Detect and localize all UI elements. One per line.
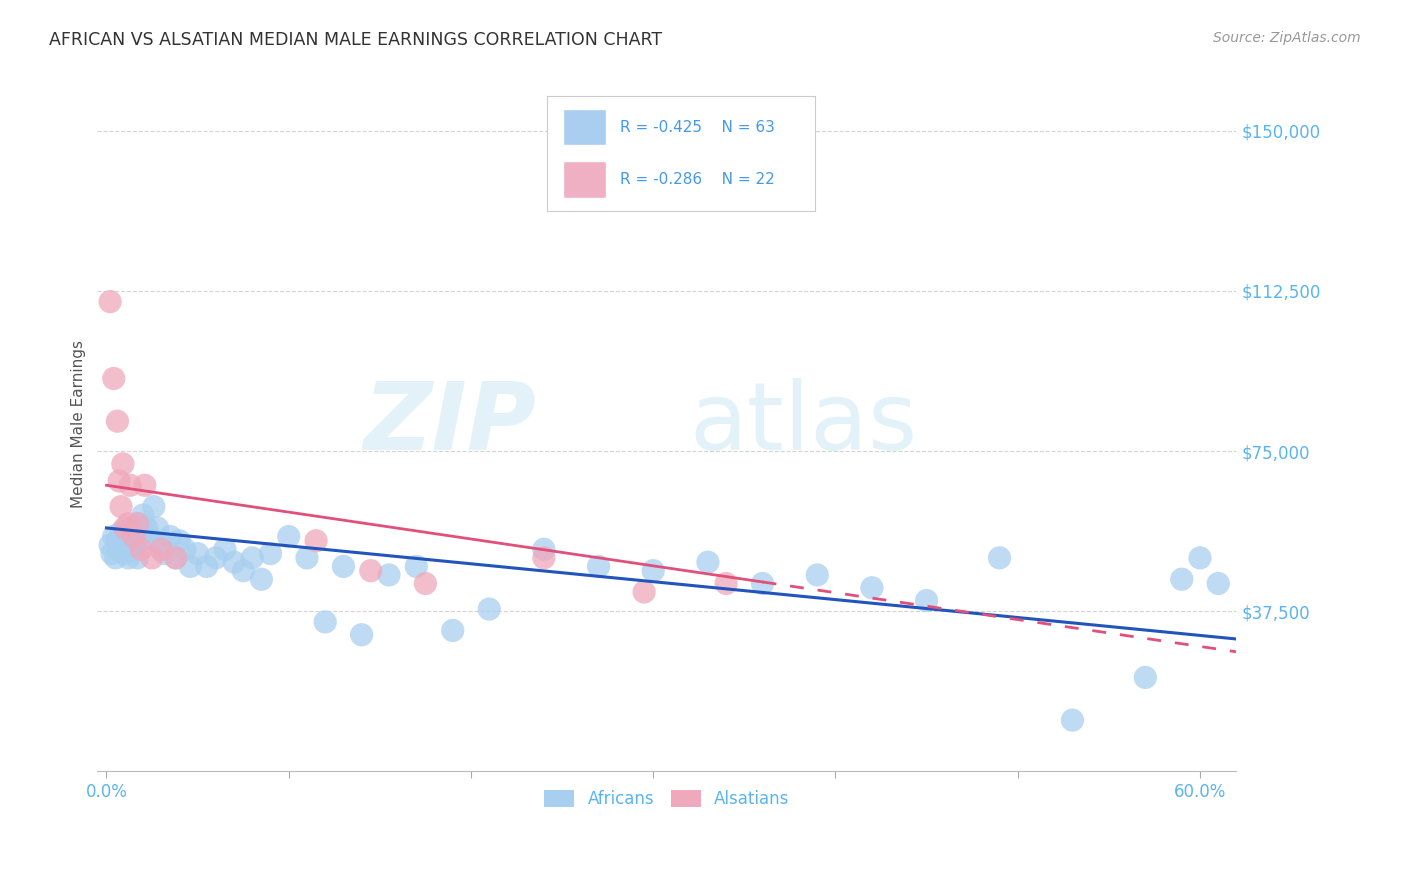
Point	[117, 516, 139, 531]
Point	[214, 542, 236, 557]
Point	[135, 521, 157, 535]
Point	[124, 538, 146, 552]
Point	[104, 550, 127, 565]
Point	[360, 564, 382, 578]
Point	[714, 576, 737, 591]
Point	[378, 568, 401, 582]
Point	[751, 576, 773, 591]
Point	[478, 602, 501, 616]
Point	[134, 525, 156, 540]
Point	[142, 500, 165, 514]
Point	[806, 568, 828, 582]
Point	[108, 474, 131, 488]
Point	[350, 628, 373, 642]
Point	[195, 559, 218, 574]
Point	[105, 414, 128, 428]
Point	[915, 593, 938, 607]
Point	[120, 478, 142, 492]
Point	[105, 533, 128, 548]
Point	[1188, 550, 1211, 565]
Point	[114, 547, 136, 561]
Point	[159, 529, 181, 543]
Point	[150, 542, 173, 557]
Point	[115, 533, 138, 548]
Point	[633, 585, 655, 599]
Point	[1171, 572, 1194, 586]
Point	[643, 564, 665, 578]
Point	[222, 555, 245, 569]
Point	[305, 533, 328, 548]
Point	[169, 533, 191, 548]
Point	[121, 542, 143, 557]
Point	[533, 542, 555, 557]
Point	[314, 615, 336, 629]
Point	[110, 525, 132, 540]
Point	[120, 521, 142, 535]
Point	[988, 550, 1011, 565]
Legend: Africans, Alsatians: Africans, Alsatians	[537, 783, 796, 815]
Text: Source: ZipAtlas.com: Source: ZipAtlas.com	[1213, 31, 1361, 45]
Point	[101, 547, 124, 561]
Point	[98, 294, 121, 309]
Point	[117, 550, 139, 565]
Point	[860, 581, 883, 595]
Point	[179, 559, 201, 574]
Point	[114, 521, 136, 535]
Point	[232, 564, 254, 578]
Point	[141, 550, 163, 565]
Point	[98, 538, 121, 552]
Point	[250, 572, 273, 586]
Point	[696, 555, 718, 569]
Point	[1206, 576, 1229, 591]
Point	[1062, 713, 1084, 727]
Point	[132, 508, 155, 523]
Point	[146, 521, 169, 535]
Point	[277, 529, 299, 543]
Point	[128, 516, 150, 531]
Point	[1135, 670, 1157, 684]
Point	[134, 478, 156, 492]
Point	[153, 547, 176, 561]
Text: ZIP: ZIP	[363, 378, 536, 470]
Point	[441, 624, 464, 638]
Point	[129, 533, 152, 548]
Point	[127, 550, 149, 565]
Point	[204, 550, 226, 565]
Point	[588, 559, 610, 574]
Point	[111, 457, 134, 471]
Point	[111, 538, 134, 552]
Point	[405, 559, 427, 574]
Text: AFRICAN VS ALSATIAN MEDIAN MALE EARNINGS CORRELATION CHART: AFRICAN VS ALSATIAN MEDIAN MALE EARNINGS…	[49, 31, 662, 49]
Point	[150, 538, 173, 552]
Point	[187, 547, 209, 561]
Point	[415, 576, 437, 591]
Point	[165, 550, 187, 565]
Point	[139, 529, 162, 543]
Point	[332, 559, 354, 574]
Point	[259, 547, 281, 561]
Text: atlas: atlas	[689, 378, 918, 470]
Point	[129, 542, 152, 557]
Y-axis label: Median Male Earnings: Median Male Earnings	[72, 341, 86, 508]
Point	[240, 550, 263, 565]
Point	[103, 371, 125, 385]
Point	[103, 529, 125, 543]
Point	[122, 529, 145, 543]
Point	[108, 542, 131, 557]
Point	[127, 516, 149, 531]
Point	[122, 529, 145, 543]
Point	[165, 550, 187, 565]
Point	[110, 500, 132, 514]
Point	[533, 550, 555, 565]
Point	[173, 542, 195, 557]
Point	[295, 550, 318, 565]
